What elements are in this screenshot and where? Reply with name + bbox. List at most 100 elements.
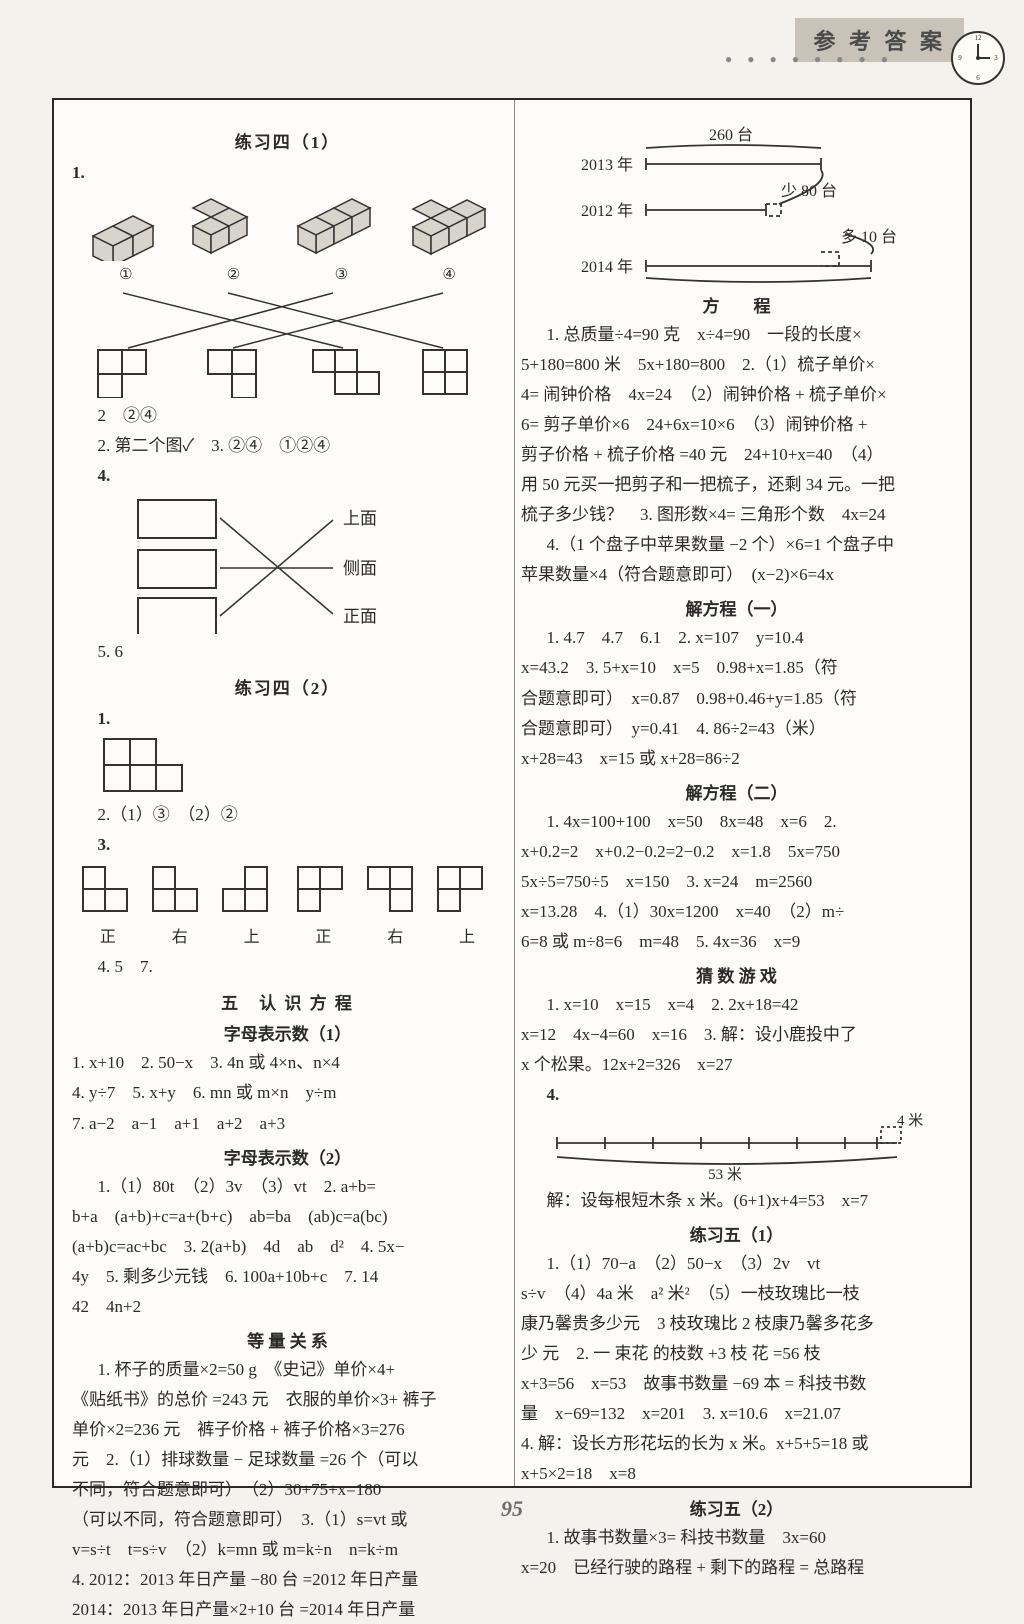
q1-answer: 2 ②④	[72, 402, 503, 430]
fc-l2: 5+180=800 米 5x+180=800 2.（1）梳子单价×	[521, 351, 952, 379]
jfc1-l4: 合题意即可） y=0.41 4. 86÷2=43（米）	[521, 715, 952, 743]
ex5-1-l4: 少 元 2. 一 束花 的枝数 +3 枝 花 =56 枝	[521, 1340, 952, 1368]
letters2-l2: b+a (a+b)+c=a+(b+c) ab=ba (ab)c=a(bc)	[72, 1203, 503, 1231]
eq-l9: 2014：2013 年日产量×2+10 台 =2014 年日产量	[72, 1596, 503, 1624]
page-number: 95	[501, 1496, 523, 1522]
ex5-1-l8: x+5×2=18 x=8	[521, 1460, 952, 1488]
svg-text:12: 12	[975, 34, 983, 42]
letters2-l4: 4y 5. 剩多少元钱 6. 100a+10b+c 7. 14	[72, 1263, 503, 1291]
fc-l7: 梳子多少钱？ 3. 图形数×4= 三角形个数 4x=24	[521, 501, 952, 529]
letters1-l3: 7. a−2 a−1 a+1 a+2 a+3	[72, 1110, 503, 1138]
eq-l4: 元 2.（1）排球数量 − 足球数量 =26 个（可以	[72, 1446, 503, 1474]
jfc1-l5: x+28=43 x=15 或 x+28=86÷2	[521, 745, 952, 773]
letters2-l1: 1.（1）80t （2）3v （3）vt 2. a+b=	[72, 1173, 503, 1201]
fc-l3: 4= 闹钟价格 4x=24 （2）闹钟价格 + 梳子单价×	[521, 381, 952, 409]
p2-q4: 4. 5 7.	[72, 953, 503, 981]
ex5-1-l1: 1.（1）70−a （2）50−x （3）2v vt	[521, 1250, 952, 1278]
letters2-l3: (a+b)c=ac+bc 3. 2(a+b) 4d ab d² 4. 5x−	[72, 1233, 503, 1261]
eq-l6: （可以不同，符合题意即可） 3.（1）s=vt 或	[72, 1506, 503, 1534]
tree-top: 260 台	[709, 126, 753, 144]
jfc2-l4: x=13.28 4.（1）30x=1200 x=40 （2）m÷	[521, 898, 952, 926]
q3-labels: 正右上 正右上	[72, 923, 503, 947]
fc-l1: 1. 总质量÷4=90 克 x÷4=90 一段的长度×	[521, 321, 952, 349]
fc-l4: 6= 剪子单价×6 24+6x=10×6 （3）闹钟价格 +	[521, 411, 952, 439]
fc-l9: 苹果数量×4（符合题意即可） (x−2)×6=4x	[521, 561, 952, 589]
fc-l6: 用 50 元买一把剪子和一把梳子，还剩 34 元。一把	[521, 471, 952, 499]
jfc2-l5: 6=8 或 m÷8=6 m=48 5. 4x=36 x=9	[521, 928, 952, 956]
right-column: 260 台 2013 年 2012 年 2014 年 少 80 台 多 10 台	[521, 120, 952, 1468]
svg-text:3: 3	[994, 54, 998, 62]
csyx-l1: 1. x=10 x=15 x=4 2. 2x+18=42	[521, 991, 952, 1019]
header-dots: ● ● ● ● ● ● ● ●	[725, 52, 894, 67]
csyx-l3: x 个松果。12x+2=326 x=27	[521, 1051, 952, 1079]
year-tree-diagram: 260 台 2013 年 2012 年 2014 年 少 80 台 多 10 台	[521, 124, 931, 284]
jfc2-title: 解方程（二）	[521, 779, 952, 804]
letters2-title: 字母表示数（2）	[72, 1144, 503, 1169]
line53-right: 4 米	[897, 1113, 923, 1129]
line53-bottom: 53 米	[708, 1166, 742, 1183]
letters1-title: 字母表示数（1）	[72, 1020, 503, 1045]
ex4-2-title: 练习四（2）	[72, 674, 503, 699]
eq-l2: 《贴纸书》的总价 =243 元 衣服的单价×3+ 裤子	[72, 1386, 503, 1414]
matching-lines	[73, 288, 503, 398]
view-front-label: 正面	[343, 607, 377, 626]
sec5-title: 五 认 识 方 程	[72, 989, 503, 1014]
cube-labels: ①②③④	[72, 265, 503, 284]
svg-text:6: 6	[976, 74, 980, 82]
tree-2012: 2012 年	[581, 202, 633, 220]
p2-q1: 1.	[98, 709, 111, 728]
ex5-1-l3: 康乃馨贵多少元 3 枝玫瑰比 2 枝康乃馨多花多	[521, 1310, 952, 1338]
csyx-title: 猜 数 游 戏	[521, 962, 952, 987]
cubes-top-row	[73, 191, 503, 261]
letters1-l2: 4. y÷7 5. x+y 6. mn 或 m×n y÷m	[72, 1079, 503, 1107]
q4-views-diagram: 上面 侧面 正面	[108, 494, 468, 634]
ex5-1-l5: x+3=56 x=53 故事书数量 −69 本 = 科技书数	[521, 1370, 952, 1398]
svg-text:9: 9	[958, 54, 962, 62]
eq-l8: 4. 2012：2013 年日产量 −80 台 =2012 年日产量	[72, 1566, 503, 1594]
fc-l8: 4.（1 个盘子中苹果数量 −2 个）×6=1 个盘子中	[521, 531, 952, 559]
eq-title: 等 量 关 系	[72, 1327, 503, 1352]
eq-l5: 不同，符合题意即可） （2）30+75+x=180	[72, 1476, 503, 1504]
page-frame: 练习四（1） 1.	[52, 98, 972, 1488]
q5: 5. 6	[72, 638, 503, 666]
p2-q3: 3.	[98, 835, 111, 854]
csyx-l2: x=12 4x−4=60 x=16 3. 解：设小鹿投中了	[521, 1021, 952, 1049]
csyx-q4: 4.	[547, 1085, 560, 1104]
ex5-2-l2: x=20 已经行驶的路程 + 剩下的路程 = 总路程	[521, 1554, 952, 1582]
ex5-1-l2: s÷v （4）4a 米 a² 米² （5）一枝玫瑰比一枝	[521, 1280, 952, 1308]
csyx-l4: 解：设每根短木条 x 米。(6+1)x+4=53 x=7	[521, 1187, 952, 1215]
jfc2-l2: x+0.2=2 x+0.2−0.2=2−0.2 x=1.8 5x=750	[521, 838, 952, 866]
ex5-2-title: 练习五（2）	[521, 1495, 952, 1520]
ex5-1-l6: 量 x−69=132 x=201 3. x=10.6 x=21.07	[521, 1400, 952, 1428]
q4-label: 4.	[98, 466, 111, 485]
view-side-label: 侧面	[343, 559, 377, 578]
column-divider	[514, 100, 515, 1486]
ex5-1-l7: 4. 解：设长方形花坛的长为 x 米。x+5+5=18 或	[521, 1430, 952, 1458]
jfc2-l1: 1. 4x=100+100 x=50 8x=48 x=6 2.	[521, 808, 952, 836]
view-top-label: 上面	[343, 509, 377, 528]
eq-l7: v=s÷t t=s÷v （2）k=mn 或 m=k÷n n=k÷m	[72, 1536, 503, 1564]
q1-label: 1.	[72, 163, 85, 182]
jfc1-l1: 1. 4.7 4.7 6.1 2. x=107 y=10.4	[521, 624, 952, 652]
jfc1-l3: 合题意即可） x=0.87 0.98+0.46+y=1.85（符	[521, 685, 952, 713]
letters1-l1: 1. x+10 2. 50−x 3. 4n 或 4×n、n×4	[72, 1049, 503, 1077]
jfc1-l2: x=43.2 3. 5+x=10 x=5 0.98+x=1.85（符	[521, 654, 952, 682]
p2-q2: 2.（1）③ （2）②	[72, 801, 503, 829]
ex4-1-title: 练习四（1）	[72, 128, 503, 153]
p2q3-nets	[73, 863, 503, 919]
clock-icon: 12 3 6 9	[950, 30, 1006, 86]
jfc2-l3: 5x÷5=750÷5 x=150 3. x=24 m=2560	[521, 868, 952, 896]
tree-2014: 2014 年	[581, 258, 633, 276]
letters2-l5: 42 4n+2	[72, 1293, 503, 1321]
left-column: 练习四（1） 1.	[72, 120, 503, 1468]
tree-2013: 2013 年	[581, 156, 633, 174]
fc-title: 方 程	[521, 292, 952, 317]
eq-l1: 1. 杯子的质量×2=50 g 《史记》单价×4+	[72, 1356, 503, 1384]
fc-l5: 剪子价格 + 梳子价格 =40 元 24+10+x=40 （4）	[521, 441, 952, 469]
eq-l3: 单价×2=236 元 裤子价格 + 裤子价格×3=276	[72, 1416, 503, 1444]
ex5-1-title: 练习五（1）	[521, 1221, 952, 1246]
q2-q3: 2. 第二个图✓ 3. ②④ ①②④	[72, 432, 503, 460]
p2q1-net	[102, 737, 192, 797]
ex5-2-l1: 1. 故事书数量×3= 科技书数量 3x=60	[521, 1524, 952, 1552]
line-53-diagram: 4 米 53 米	[537, 1113, 937, 1183]
